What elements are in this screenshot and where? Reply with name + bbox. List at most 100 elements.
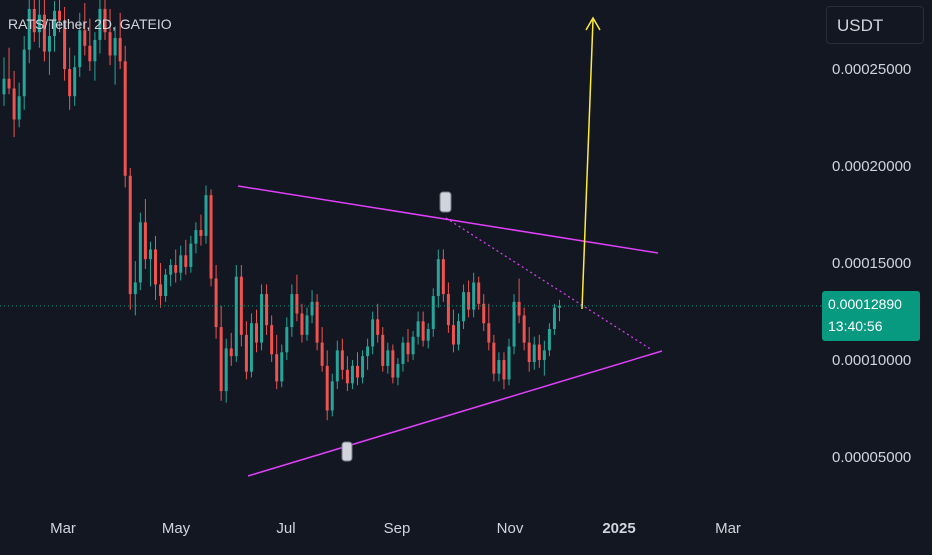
candle-body [552, 307, 556, 330]
currency-selector[interactable]: USDT [826, 6, 924, 44]
candle-body [32, 8, 36, 33]
x-tick-label: 2025 [602, 520, 636, 537]
candle-body [47, 36, 51, 52]
candle-body [325, 365, 329, 411]
candle-body [381, 334, 385, 366]
candle-body [477, 282, 481, 304]
candle-body [487, 323, 491, 343]
candle-body [113, 38, 117, 56]
candle-body [451, 325, 455, 345]
candle-body [547, 329, 551, 351]
candle-body [12, 88, 16, 120]
candle-body [537, 344, 541, 361]
candle-body [88, 45, 92, 62]
candle-body [517, 301, 521, 316]
candle-body [103, 8, 107, 33]
candle-body [83, 30, 87, 46]
candle-body [426, 329, 430, 341]
y-tick-label: 0.00005000 [832, 449, 912, 466]
candle-body [53, 10, 56, 37]
x-tick-label: Nov [496, 520, 524, 537]
candle-body [441, 259, 445, 295]
candle-body [189, 243, 193, 267]
y-tick-label: 0.00010000 [832, 352, 912, 369]
candle-body [527, 342, 531, 362]
x-tick-label: May [161, 520, 191, 537]
candle-body [138, 222, 142, 283]
candle-body [244, 334, 248, 372]
candle-body [446, 294, 450, 326]
bar-countdown: 13:40:56 [828, 318, 883, 334]
candle-body [436, 259, 440, 297]
y-tick-label: 0.00015000 [832, 255, 912, 272]
candle-body [219, 327, 223, 392]
candle-body [305, 315, 309, 335]
last-price-value: 0.00012890 [828, 296, 902, 312]
candle-body [17, 96, 21, 120]
candle-body [184, 255, 188, 267]
candle-body [502, 360, 506, 380]
candle-body [249, 323, 253, 372]
candle-body [522, 315, 526, 343]
candle-body [22, 49, 26, 97]
x-tick-label: Jul [276, 520, 296, 537]
candle-body [295, 294, 299, 314]
y-tick-label: 0.00020000 [832, 158, 912, 175]
candle-body [335, 350, 339, 382]
candle-body [164, 274, 168, 297]
candle-body [532, 344, 536, 362]
candle-body [58, 10, 62, 21]
candle-body [401, 342, 405, 364]
last-price-tag: 0.00012890 13:40:56 [822, 291, 920, 341]
candle-body [391, 350, 395, 378]
candle-body [492, 342, 496, 374]
candle-body [108, 32, 112, 56]
candle-body [214, 278, 218, 328]
candle-body [330, 381, 334, 411]
candle-body [376, 319, 380, 335]
candle-body [265, 294, 269, 326]
y-tick-label: 0.00025000 [832, 61, 912, 78]
candle-body [320, 342, 324, 366]
candle-body [78, 30, 82, 68]
x-tick-label: Sep [383, 520, 411, 537]
candle-body [128, 175, 132, 295]
candle-body [179, 255, 183, 273]
candle-body [411, 336, 415, 355]
x-tick-label: Mar [50, 520, 76, 537]
candle-body [340, 350, 344, 370]
candle-body [270, 325, 274, 355]
candle-body [290, 294, 294, 328]
candle-body [431, 296, 435, 330]
candle-body [194, 230, 198, 244]
candle-body [159, 284, 163, 297]
candle-body [143, 222, 147, 260]
bottom-marker [341, 441, 353, 462]
x-tick-label: Mar [715, 520, 741, 537]
candle-body [239, 276, 243, 335]
candle-body [174, 265, 178, 273]
candle-body [68, 69, 72, 97]
candle-body [285, 327, 289, 353]
candle-body [123, 61, 127, 176]
candle-body [224, 348, 228, 392]
candle-body [199, 230, 203, 236]
candle-body [300, 313, 304, 335]
candle-body [507, 346, 511, 380]
candle-body [260, 294, 264, 343]
candle-body [148, 249, 152, 260]
candle-body [27, 8, 31, 50]
candle-body [37, 14, 41, 33]
triangle-lower-trendline [247, 350, 663, 477]
candle-body [366, 346, 370, 357]
candle-body [229, 348, 233, 357]
candle-body [421, 321, 425, 341]
candle-body [396, 363, 400, 378]
candle-body [497, 360, 501, 374]
candle-body [361, 356, 365, 378]
candle-body [472, 282, 476, 310]
candle-body [315, 301, 319, 343]
candle-body [542, 350, 546, 361]
